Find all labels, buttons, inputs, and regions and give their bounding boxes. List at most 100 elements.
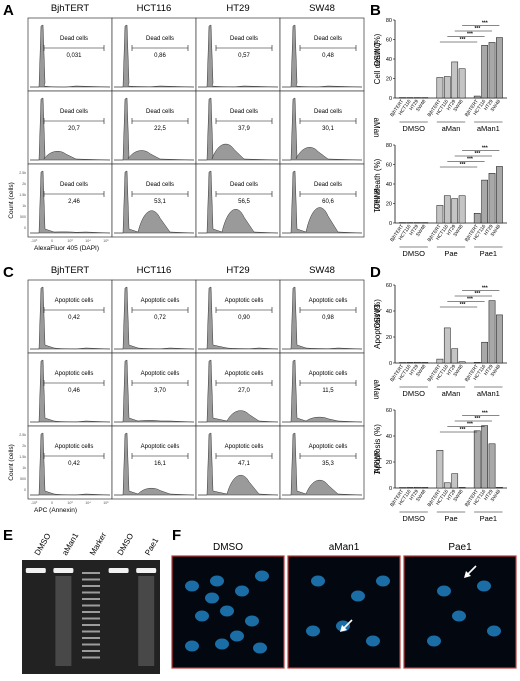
histogram-curve — [30, 359, 111, 423]
y-tick-label: 2.5k — [19, 171, 26, 175]
group-label: DMSO — [402, 389, 425, 398]
y-tick-label: 40 — [386, 57, 392, 63]
histogram-cell: Apoptotic cells 47,1 — [195, 425, 281, 500]
panel-label-e: E — [3, 527, 13, 544]
nucleus — [306, 625, 320, 637]
significance-stars: *** — [460, 302, 466, 308]
gate-label: Dead cells — [60, 182, 88, 188]
bar — [443, 195, 451, 224]
lane-label: Pae1 — [143, 536, 160, 557]
y-tick-label: 0 — [389, 221, 392, 227]
histogram-cell: Dead cells 56,5 — [195, 163, 281, 238]
nucleus — [220, 605, 234, 617]
x-axis-label: AlexaFluor 405 (DAPI) — [34, 245, 99, 252]
histogram-curve — [114, 359, 195, 423]
group-label: DMSO — [402, 514, 425, 523]
bar — [421, 97, 429, 99]
group-label: aMan1 — [477, 389, 500, 398]
bar — [481, 341, 488, 364]
gate-value: 37,9 — [238, 126, 250, 132]
nucleus — [255, 570, 269, 582]
column-header: SW48 — [309, 265, 335, 276]
significance-stars: *** — [474, 151, 480, 157]
panel-label-b: B — [370, 2, 381, 19]
dna-smear — [55, 576, 72, 666]
y-tick-label: 60 — [386, 38, 392, 44]
nucleus — [253, 642, 267, 654]
histogram-curve — [198, 359, 279, 423]
y-tick-label: 2.5k — [19, 433, 26, 437]
dna-band — [25, 568, 46, 573]
y-tick-label: 0 — [389, 96, 392, 102]
nucleus — [185, 640, 199, 652]
nucleus — [351, 590, 365, 602]
gate-label: Apoptotic cells — [225, 298, 264, 304]
gate-label: Dead cells — [60, 36, 88, 42]
bar — [496, 487, 503, 489]
histogram-curve — [114, 170, 195, 234]
bar — [451, 348, 459, 364]
row-label: DMSO — [372, 43, 381, 67]
gate-label: Apoptotic cells — [309, 298, 348, 304]
cell-line-label: HT29 — [446, 488, 458, 501]
histogram-cell: Dead cells 30,1 — [279, 90, 365, 165]
dna-band — [53, 568, 74, 573]
histogram-curve — [30, 24, 111, 88]
cell-line-label: HT29 — [408, 488, 420, 501]
bar — [488, 173, 496, 224]
bar — [414, 361, 421, 364]
significance-stars: *** — [482, 146, 488, 152]
cell-line-label: HT29 — [483, 223, 495, 236]
histogram-curve — [282, 170, 363, 234]
gate-value: 0,42 — [68, 315, 80, 321]
histogram-curve — [198, 286, 279, 350]
bar — [406, 487, 414, 489]
gate-value: 30,1 — [322, 126, 334, 132]
bar — [451, 198, 459, 224]
flow-panel-c: BjhTERT HCT116 HT29 SW48 Apoptotic cells 0,42… — [8, 265, 381, 514]
y-tick-label: 80 — [386, 18, 392, 24]
x-tick-label: 10⁵ — [103, 239, 109, 243]
column-header: BjhTERT — [51, 265, 90, 276]
gate-label: Dead cells — [146, 36, 174, 42]
bar — [451, 473, 459, 489]
gate-value: 20,7 — [68, 126, 80, 132]
marker-band — [82, 598, 100, 600]
significance-stars: *** — [482, 286, 488, 292]
cell-line-label: HT29 — [408, 223, 420, 236]
x-tick-label: 0 — [51, 501, 53, 505]
panel-label-d: D — [370, 264, 381, 281]
histogram-curve — [30, 432, 111, 496]
bar — [399, 222, 406, 224]
bar — [443, 327, 451, 364]
gate-value: 0,98 — [322, 315, 334, 321]
gate-value: 0,90 — [238, 315, 250, 321]
gate-label: Apoptotic cells — [309, 371, 348, 377]
histogram-cell: Apoptotic cells 27,0 — [195, 352, 281, 427]
column-header: HT29 — [226, 265, 249, 276]
gate-value: 22,5 — [154, 126, 166, 132]
y-tick-label: 20 — [386, 460, 392, 466]
y-tick-label: 2k — [22, 444, 26, 448]
bar — [451, 61, 459, 99]
gate-label: Dead cells — [314, 182, 342, 188]
histogram-curve — [282, 432, 363, 496]
nucleus — [376, 575, 390, 587]
marker-band — [82, 650, 100, 652]
image-title: Pae1 — [448, 542, 472, 553]
y-tick-label: 1.5k — [19, 455, 26, 459]
bar — [458, 68, 466, 99]
gate-label: Dead cells — [314, 36, 342, 42]
bar — [458, 487, 466, 489]
bar — [473, 213, 481, 224]
group-label: DMSO — [402, 124, 425, 133]
x-tick-label: -10³ — [31, 239, 38, 243]
y-tick-label: 80 — [386, 143, 392, 149]
marker-band — [82, 585, 100, 587]
histogram-cell: Dead cells 0,57 — [195, 17, 281, 92]
histogram-cell: Apoptotic cells 11,5 — [279, 352, 365, 427]
gate-label: Dead cells — [60, 109, 88, 115]
y-tick-label: 0 — [389, 361, 392, 367]
